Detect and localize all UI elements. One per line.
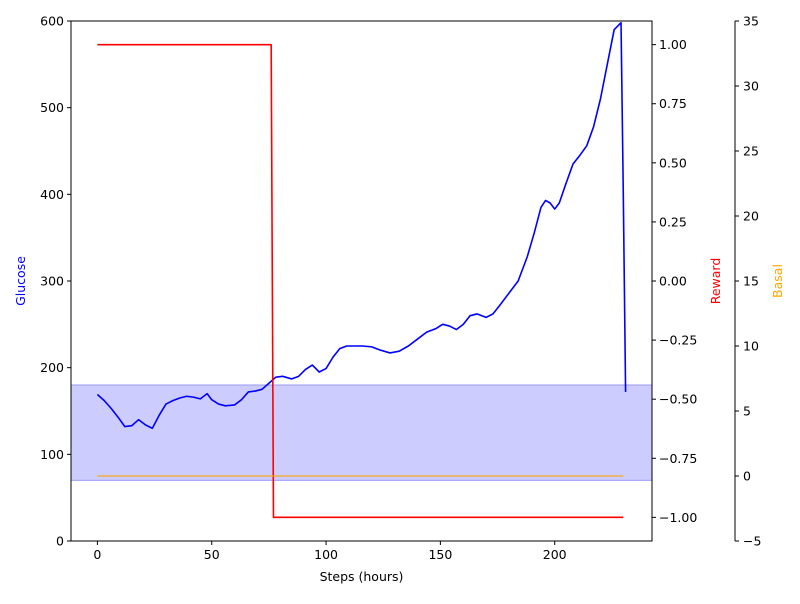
- glucose-tick-label: 600: [40, 14, 64, 29]
- target-range-band: [70, 384, 653, 481]
- basal-tick-label: 35: [743, 14, 759, 29]
- basal-tick-label: 30: [743, 79, 759, 94]
- reward-tick-label: −1.00: [659, 510, 697, 525]
- x-tick-label: 200: [543, 547, 567, 562]
- basal-tick-label: 0: [743, 469, 751, 484]
- reward-axis-label: Reward: [708, 258, 723, 305]
- glucose-tick-label: 0: [56, 534, 64, 549]
- reward-tick-label: −0.25: [659, 333, 697, 348]
- basal-tick-label: 15: [743, 274, 759, 289]
- x-tick-label: 150: [428, 547, 452, 562]
- glucose-tick-label: 300: [40, 274, 64, 289]
- reward-tick-label: 0.25: [659, 214, 687, 229]
- basal-tick-label: 5: [743, 404, 751, 419]
- reward-tick-label: 0.75: [659, 96, 687, 111]
- x-axis-label: Steps (hours): [320, 569, 404, 584]
- basal-tick-label: 10: [743, 339, 759, 354]
- x-tick-label: 0: [93, 547, 101, 562]
- reward-series-line: [97, 43, 624, 519]
- reward-tick-label: −0.50: [659, 392, 697, 407]
- reward-tick-label: 1.00: [659, 37, 687, 52]
- glucose-tick-label: 200: [40, 360, 64, 375]
- x-tick-label: 100: [314, 547, 338, 562]
- x-tick-label: 50: [204, 547, 220, 562]
- reward-tick-label: −0.75: [659, 451, 697, 466]
- glucose-axis-label: Glucose: [13, 256, 28, 306]
- basal-tick-label: 25: [743, 144, 759, 159]
- basal-tick-label: 20: [743, 209, 759, 224]
- glucose-tick-label: 500: [40, 100, 64, 115]
- glucose-tick-label: 100: [40, 447, 64, 462]
- basal-axis-label: Basal: [770, 264, 785, 298]
- reward-tick-label: 0.50: [659, 155, 687, 170]
- reward-tick-label: 0.00: [659, 274, 687, 289]
- basal-tick-label: −5: [743, 534, 761, 549]
- glucose-series-line: [96, 21, 627, 430]
- glucose-tick-label: 400: [40, 187, 64, 202]
